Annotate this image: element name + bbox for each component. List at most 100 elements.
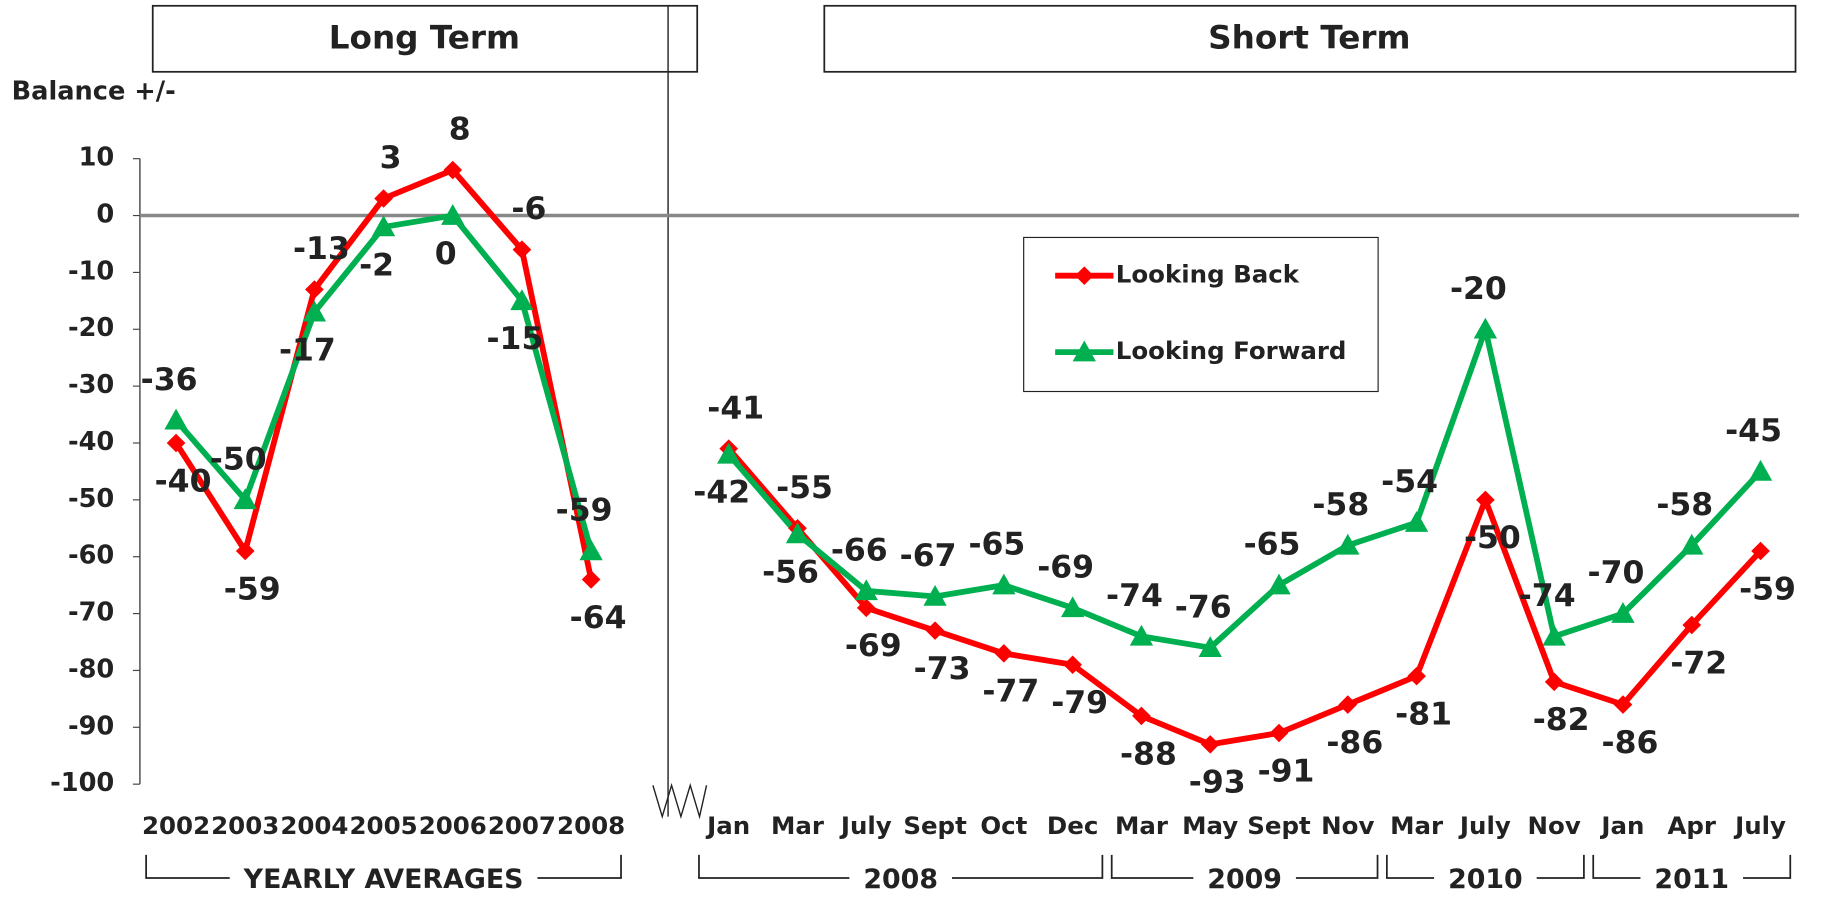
marker <box>510 289 534 311</box>
marker <box>512 240 532 259</box>
data-label: -73 <box>914 651 971 687</box>
marker <box>441 203 465 225</box>
x-tick-label: Nov <box>1321 811 1374 840</box>
group-bracket <box>145 854 622 879</box>
marker <box>164 408 188 430</box>
marker <box>1063 655 1082 675</box>
marker <box>305 280 324 299</box>
group-bracket <box>1592 854 1792 879</box>
data-label: -65 <box>1244 527 1301 563</box>
x-tick-label: May <box>1182 811 1238 840</box>
group-bracket <box>1110 854 1379 879</box>
y-tick-label: -80 <box>68 654 114 684</box>
data-label: -41 <box>707 390 764 426</box>
marker <box>1544 672 1564 692</box>
x-tick-label: Apr <box>1667 811 1716 840</box>
series-line <box>726 446 1763 748</box>
marker <box>923 584 947 606</box>
marker <box>1476 490 1495 510</box>
marker <box>374 189 393 208</box>
data-label: -81 <box>1395 697 1452 733</box>
data-label: -79 <box>1051 685 1108 721</box>
x-tick-label: July <box>839 811 892 840</box>
legend-label: Looking Forward <box>1116 336 1347 365</box>
data-label: -67 <box>900 538 957 574</box>
data-label: 0 <box>435 236 457 272</box>
legend-label: Looking Back <box>1116 260 1300 289</box>
data-label: -56 <box>762 554 819 590</box>
data-label: -76 <box>1175 589 1232 625</box>
marker <box>1060 596 1085 618</box>
data-label: -6 <box>511 191 546 227</box>
chart-title: Long Term <box>329 18 520 56</box>
data-label: -58 <box>1312 487 1369 523</box>
data-label: -91 <box>1258 753 1315 789</box>
group-label: 2008 <box>863 864 938 895</box>
group-label: 2010 <box>1448 864 1523 895</box>
y-tick-label: -60 <box>68 541 114 571</box>
y-axis-label: Balance +/- <box>12 77 176 107</box>
marker <box>1407 666 1426 686</box>
y-tick-label: 10 <box>79 143 115 173</box>
marker <box>1542 624 1566 646</box>
data-label: -50 <box>210 442 267 478</box>
x-tick-label: 2002 <box>142 811 210 840</box>
y-tick-label: -10 <box>68 256 114 286</box>
x-tick-label: 2007 <box>488 811 556 840</box>
data-label: -15 <box>487 321 544 357</box>
marker <box>302 300 327 322</box>
marker <box>1200 735 1220 754</box>
data-label: -20 <box>1450 271 1507 307</box>
data-label: -66 <box>831 533 888 569</box>
x-tick-label: 2008 <box>557 811 625 840</box>
data-label: -50 <box>1464 520 1521 556</box>
data-label: -55 <box>776 470 833 506</box>
x-tick-label: Jan <box>705 811 750 840</box>
data-label: -77 <box>982 674 1039 710</box>
x-tick-label: Sept <box>903 811 967 840</box>
marker <box>166 433 186 453</box>
data-label: -74 <box>1519 578 1576 614</box>
marker <box>1404 511 1429 532</box>
axis-break <box>652 782 708 820</box>
y-tick-label: -100 <box>50 768 114 798</box>
group-label: 2009 <box>1207 864 1282 895</box>
chart-title: Short Term <box>1208 18 1410 56</box>
legend-box <box>1023 236 1379 393</box>
marker <box>371 215 396 237</box>
data-label: -82 <box>1533 702 1590 738</box>
series-line <box>726 326 1763 651</box>
marker <box>579 539 603 561</box>
x-tick-label: Jan <box>1599 811 1644 840</box>
data-label: -36 <box>141 362 198 398</box>
marker <box>1611 602 1635 623</box>
data-label: -72 <box>1670 645 1727 681</box>
group-bracket <box>698 854 1104 879</box>
marker <box>1336 533 1360 555</box>
y-tick-label: -40 <box>68 427 114 457</box>
x-tick-label: Nov <box>1528 811 1581 840</box>
marker <box>1129 624 1154 646</box>
y-tick-label: -20 <box>68 313 114 343</box>
marker <box>1072 340 1096 362</box>
group-label: 2011 <box>1654 864 1729 895</box>
marker <box>233 488 257 510</box>
x-tick-label: Mar <box>771 811 824 840</box>
data-label: -74 <box>1106 578 1163 614</box>
marker <box>1269 723 1289 743</box>
marker <box>1682 615 1702 635</box>
data-label: -59 <box>556 493 613 529</box>
group-bracket <box>1385 854 1585 879</box>
x-tick-label: July <box>1733 811 1786 840</box>
marker <box>1751 541 1770 561</box>
x-tick-label: 2006 <box>419 811 487 840</box>
marker <box>1338 695 1358 714</box>
data-label: -17 <box>279 333 336 369</box>
data-label: -64 <box>570 600 627 636</box>
group-label: YEARLY AVERAGES <box>243 864 524 895</box>
data-label: -58 <box>1656 487 1713 523</box>
data-label: -42 <box>693 475 750 511</box>
x-tick-label: Dec <box>1047 811 1098 840</box>
